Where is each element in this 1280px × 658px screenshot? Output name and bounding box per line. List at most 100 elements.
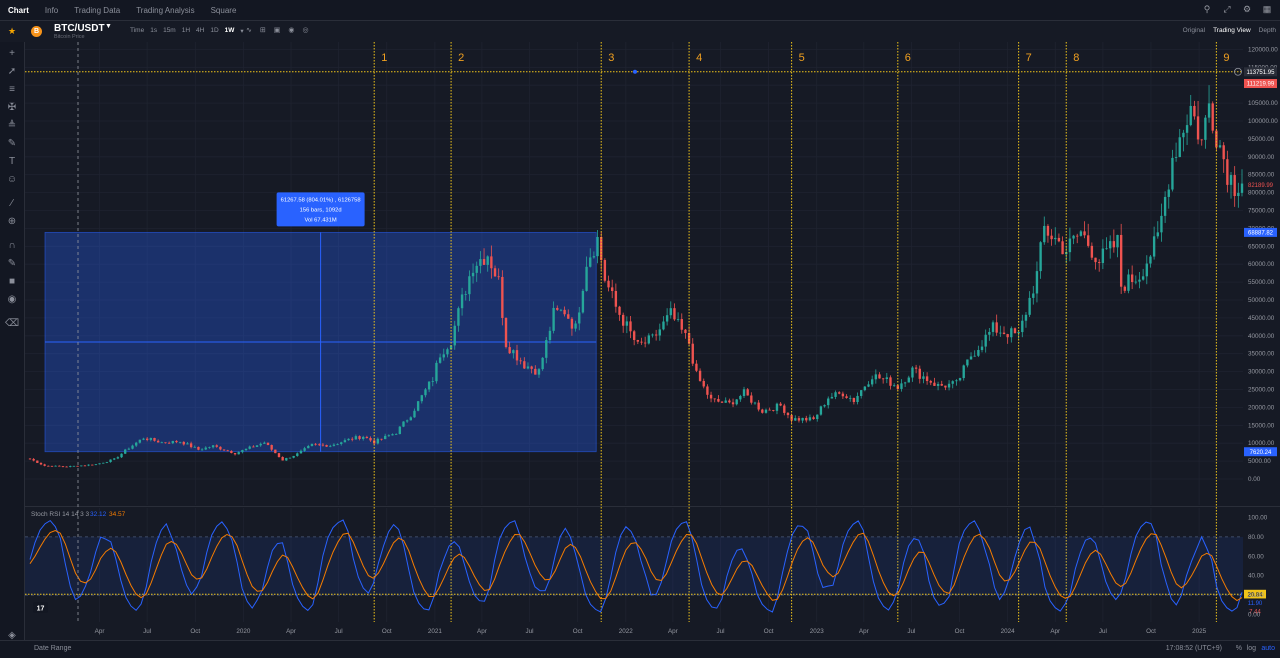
log-toggle[interactable]: log	[1246, 645, 1256, 652]
zoom-icon[interactable]: ⊕	[7, 216, 17, 227]
candle-body	[442, 354, 445, 358]
x-tick-label: Apr	[95, 628, 105, 635]
compare-icon[interactable]: ⊞	[259, 27, 266, 34]
candle-body	[219, 446, 222, 450]
candle-body	[724, 400, 727, 403]
candle-body	[1119, 234, 1123, 287]
candle-body	[621, 314, 625, 326]
symbol-selector[interactable]: BTC/USDT	[54, 23, 105, 34]
fib-icon[interactable]: ≡	[9, 84, 15, 95]
date-range-selector[interactable]: Date Range	[34, 645, 72, 652]
candle-body	[746, 389, 749, 396]
x-tick-label: Oct	[1146, 628, 1156, 635]
measure-tooltip-line2: 156 bars, 1092d	[300, 207, 342, 213]
candle-body	[881, 378, 885, 380]
interval-1d[interactable]: 1D	[210, 27, 219, 34]
x-tick-label: Jul	[1099, 628, 1107, 635]
eye-icon[interactable]: ◉	[7, 294, 17, 305]
candle-body	[607, 280, 610, 288]
interval-4h[interactable]: 4H	[196, 27, 205, 34]
candle-body	[995, 322, 998, 333]
x-tick-label: Oct	[190, 628, 200, 635]
magnet-icon[interactable]: ∩	[8, 240, 16, 251]
interval-15m[interactable]: 15m	[163, 27, 176, 34]
x-tick-label: Apr	[1050, 628, 1060, 635]
candle-body	[479, 259, 482, 266]
layers-icon[interactable]: ◈	[8, 630, 16, 641]
candle-body	[1237, 192, 1240, 197]
grid-icon[interactable]: ▦	[1262, 4, 1272, 14]
interval-dropdown-icon[interactable]: ▾	[240, 28, 244, 35]
view-original[interactable]: Original	[1182, 27, 1206, 34]
candle-body	[779, 403, 782, 406]
x-tick-label: Apr	[286, 628, 296, 635]
text-icon[interactable]: T	[8, 156, 16, 167]
star-icon[interactable]: ★	[8, 26, 17, 36]
chevron-down-icon[interactable]: ▼	[105, 23, 112, 30]
candle-body	[314, 443, 317, 445]
percent-toggle[interactable]: %	[1235, 645, 1242, 652]
tv-logo-text: 17	[37, 606, 45, 613]
tab-chart[interactable]: Chart	[8, 5, 29, 15]
fullscreen-icon[interactable]: ⤢	[1223, 4, 1231, 14]
brush-icon[interactable]: ✎	[7, 138, 17, 149]
candle-body	[145, 438, 149, 440]
camera-icon[interactable]: ▣	[273, 27, 281, 34]
x-tick-label: Apr	[668, 628, 678, 635]
candle-body	[1182, 132, 1185, 138]
candle-body	[413, 410, 416, 418]
interval-time[interactable]: Time	[130, 27, 145, 34]
candle-body	[673, 308, 676, 320]
candle-body	[431, 381, 434, 382]
candle-body	[1054, 237, 1057, 240]
marker-label: 8	[1073, 52, 1079, 64]
channel-icon[interactable]: ≜	[7, 120, 17, 131]
layout-icon[interactable]: ◎	[302, 27, 309, 34]
tab-trading-data[interactable]: Trading Data	[74, 5, 121, 15]
interval-1w[interactable]: 1W	[224, 27, 235, 34]
view-depth[interactable]: Depth	[1258, 27, 1276, 34]
lock-drawing-icon[interactable]: ✎	[7, 258, 17, 269]
trendline-icon[interactable]: ➚	[7, 66, 17, 77]
tab-trading-analysis[interactable]: Trading Analysis	[136, 5, 195, 15]
x-tick-label: Jul	[526, 628, 534, 635]
candle-body	[65, 466, 68, 468]
candle-body	[515, 350, 519, 361]
settings-icon[interactable]: ⚙	[1242, 4, 1252, 14]
candle-body	[1189, 105, 1192, 126]
candle-body	[460, 294, 464, 309]
auto-toggle[interactable]: auto	[1261, 645, 1275, 652]
candle-body	[709, 394, 713, 399]
candle-body	[486, 256, 489, 265]
emoji-icon[interactable]: ☺	[6, 174, 18, 185]
candle-body	[1138, 279, 1141, 282]
candle-body	[589, 257, 592, 267]
crosshair-icon[interactable]: +	[9, 48, 15, 59]
candle-body	[318, 444, 321, 446]
rsi-value-label: 7.44	[1249, 609, 1261, 615]
tab-square[interactable]: Square	[210, 5, 237, 15]
candle-body	[911, 367, 914, 378]
tab-info[interactable]: Info	[44, 5, 59, 15]
view-trading-view[interactable]: Trading View	[1213, 27, 1251, 34]
indicator-icon[interactable]: ∿	[246, 27, 252, 34]
marker-label: 3	[608, 52, 614, 64]
bell-icon[interactable]: ⚲	[1203, 4, 1211, 14]
interval-1s[interactable]: 1s	[150, 27, 158, 34]
candle-body	[149, 437, 153, 440]
settings-icon[interactable]: ◉	[288, 27, 295, 34]
ruler-icon[interactable]: ∕	[11, 198, 13, 209]
trash-icon[interactable]: ⌫	[5, 318, 20, 329]
candle-body	[512, 350, 515, 354]
candle-body	[1021, 320, 1024, 333]
candle-body	[58, 465, 61, 467]
candle-body	[1218, 145, 1222, 148]
lock-icon[interactable]: ■	[8, 276, 16, 287]
candle-body	[1087, 235, 1090, 246]
interval-1h[interactable]: 1H	[181, 27, 191, 34]
pattern-icon[interactable]: ✠	[7, 102, 17, 113]
candle-body	[592, 256, 596, 258]
y-tick-label: 55000.00	[1248, 279, 1275, 286]
candle-body	[109, 459, 112, 463]
